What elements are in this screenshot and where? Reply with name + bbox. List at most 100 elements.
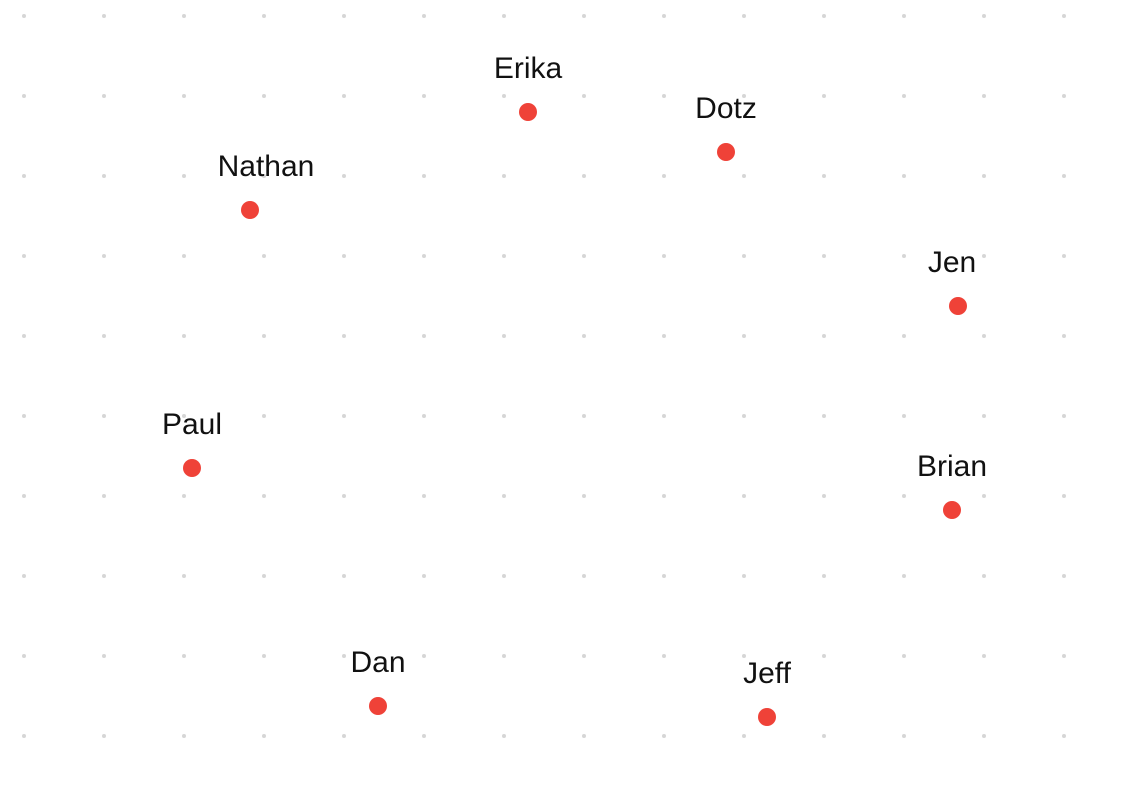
grid-dot xyxy=(822,734,826,738)
node-dot[interactable] xyxy=(519,103,537,121)
grid-dot xyxy=(22,334,26,338)
grid-dot xyxy=(502,654,506,658)
grid-dot xyxy=(102,254,106,258)
grid-dot xyxy=(742,654,746,658)
grid-dot xyxy=(1062,494,1066,498)
grid-dot xyxy=(1062,334,1066,338)
grid-dot xyxy=(1062,414,1066,418)
grid-dot xyxy=(902,734,906,738)
grid-dot xyxy=(22,414,26,418)
grid-dot xyxy=(342,174,346,178)
grid-dot xyxy=(262,494,266,498)
grid-dot xyxy=(982,254,986,258)
grid-dot xyxy=(422,14,426,18)
grid-dot xyxy=(662,414,666,418)
grid-dot xyxy=(1062,654,1066,658)
grid-dot xyxy=(422,94,426,98)
grid-dot xyxy=(902,254,906,258)
grid-dot xyxy=(502,734,506,738)
grid-dot xyxy=(662,334,666,338)
grid-dot xyxy=(422,734,426,738)
grid-dot xyxy=(502,174,506,178)
grid-dot xyxy=(342,494,346,498)
grid-dot xyxy=(342,734,346,738)
grid-dot xyxy=(182,254,186,258)
grid-dot xyxy=(902,494,906,498)
grid-dot xyxy=(582,334,586,338)
grid-dot xyxy=(102,334,106,338)
grid-dot xyxy=(1062,94,1066,98)
grid-dot xyxy=(102,734,106,738)
grid-dot xyxy=(1062,14,1066,18)
grid-dot xyxy=(742,734,746,738)
grid-dot xyxy=(582,174,586,178)
grid-dot xyxy=(1062,734,1066,738)
grid-dot xyxy=(582,14,586,18)
grid-dot xyxy=(342,254,346,258)
grid-dot xyxy=(182,14,186,18)
grid-dot xyxy=(982,494,986,498)
grid-dot xyxy=(22,574,26,578)
grid-dot xyxy=(102,94,106,98)
grid-dot xyxy=(582,574,586,578)
grid-dot xyxy=(582,494,586,498)
grid-dot xyxy=(902,414,906,418)
grid-dot xyxy=(822,414,826,418)
node-dot[interactable] xyxy=(717,143,735,161)
grid-dot xyxy=(502,254,506,258)
node-label: Paul xyxy=(161,408,223,441)
grid-dot xyxy=(342,14,346,18)
node-dot[interactable] xyxy=(949,297,967,315)
grid-dot xyxy=(742,14,746,18)
node-dot[interactable] xyxy=(369,697,387,715)
grid-dot xyxy=(22,254,26,258)
grid-dot xyxy=(582,734,586,738)
grid-dot xyxy=(662,574,666,578)
grid-dot xyxy=(822,654,826,658)
grid-dot xyxy=(582,254,586,258)
grid-dot xyxy=(262,14,266,18)
grid-dot xyxy=(502,14,506,18)
grid-dot xyxy=(822,254,826,258)
grid-dot xyxy=(342,574,346,578)
grid-dot xyxy=(422,174,426,178)
grid-dot xyxy=(662,494,666,498)
grid-dot xyxy=(662,254,666,258)
node-label: Jen xyxy=(927,246,977,279)
grid-dot xyxy=(582,654,586,658)
node-label: Dan xyxy=(350,646,406,679)
grid-dot xyxy=(742,254,746,258)
grid-dot xyxy=(902,654,906,658)
grid-dot xyxy=(902,334,906,338)
node-dot[interactable] xyxy=(758,708,776,726)
grid-dot xyxy=(22,94,26,98)
grid-dot xyxy=(982,654,986,658)
grid-dot xyxy=(982,334,986,338)
grid-dot xyxy=(822,334,826,338)
grid-dot xyxy=(342,414,346,418)
grid-dot xyxy=(982,414,986,418)
node-label: Erika xyxy=(493,52,563,85)
grid-dot xyxy=(22,654,26,658)
grid-dot xyxy=(102,494,106,498)
grid-dot xyxy=(262,334,266,338)
grid-dot xyxy=(502,334,506,338)
node-label: Jeff xyxy=(743,657,791,690)
grid-dot xyxy=(182,654,186,658)
grid-dot xyxy=(902,574,906,578)
grid-dot xyxy=(582,94,586,98)
grid-dot xyxy=(262,734,266,738)
grid-dot xyxy=(422,494,426,498)
grid-dot xyxy=(502,94,506,98)
grid-dot xyxy=(662,174,666,178)
node-dot[interactable] xyxy=(943,501,961,519)
node-label: Nathan xyxy=(217,150,315,183)
grid-dot xyxy=(102,574,106,578)
grid-dot xyxy=(22,734,26,738)
node-dot[interactable] xyxy=(241,201,259,219)
grid-dot xyxy=(422,334,426,338)
node-dot[interactable] xyxy=(183,459,201,477)
grid-dot xyxy=(982,734,986,738)
grid-dot xyxy=(342,334,346,338)
